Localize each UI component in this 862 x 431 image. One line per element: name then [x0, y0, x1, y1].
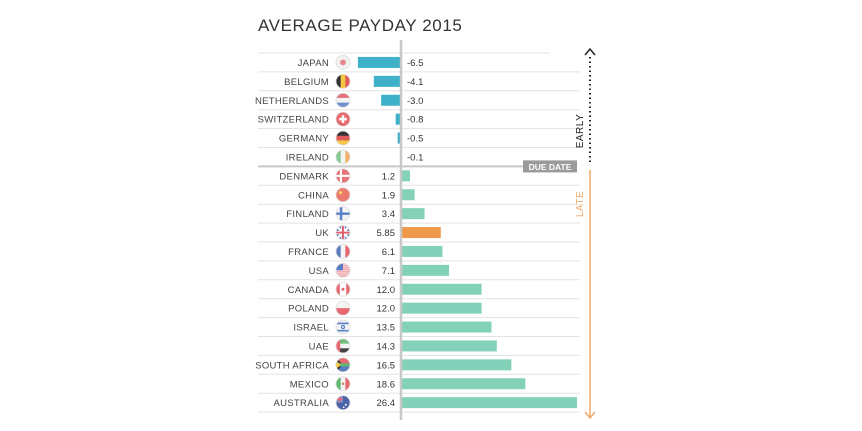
category-label-south-africa: SOUTH AFRICA — [255, 360, 329, 371]
value-label-uae: 14.3 — [377, 341, 396, 352]
germany-flag-icon — [335, 130, 351, 146]
late-label: LATE — [575, 191, 586, 217]
bar-netherlands — [381, 94, 401, 106]
value-label-uk: 5.85 — [377, 228, 396, 239]
category-label-uk: UK — [315, 228, 329, 239]
category-label-australia: AUSTRALIA — [274, 398, 330, 409]
bar-mexico — [402, 378, 526, 390]
belgium-flag-icon — [335, 73, 351, 89]
bar-switzerland — [395, 113, 401, 125]
category-label-usa: USA — [309, 266, 330, 277]
bar-china — [402, 189, 415, 201]
bar-australia — [402, 397, 577, 409]
bar-germany — [397, 132, 401, 144]
bar-uae — [402, 340, 497, 352]
category-label-mexico: MEXICO — [290, 379, 329, 390]
bar-usa — [402, 264, 450, 276]
usa-flag-icon — [335, 262, 351, 278]
value-label-denmark: 1.2 — [382, 171, 395, 182]
poland-flag-icon — [335, 300, 351, 316]
value-label-finland: 3.4 — [382, 209, 395, 220]
category-label-finland: FINLAND — [286, 209, 329, 220]
value-label-china: 1.9 — [382, 190, 395, 201]
category-label-germany: GERMANY — [279, 134, 329, 145]
value-label-australia: 26.4 — [377, 398, 396, 409]
canada-flag-icon — [335, 281, 351, 297]
finland-flag-icon — [335, 206, 351, 222]
category-label-ireland: IRELAND — [286, 152, 329, 163]
value-label-canada: 12.0 — [377, 285, 396, 296]
bar-south-africa — [402, 359, 512, 371]
value-label-usa: 7.1 — [382, 266, 395, 277]
category-label-japan: JAPAN — [298, 58, 329, 69]
category-label-denmark: DENMARK — [279, 171, 329, 182]
value-label-ireland: -0.1 — [407, 152, 423, 163]
early-label: EARLY — [575, 114, 586, 149]
value-label-poland: 12.0 — [377, 304, 396, 315]
ireland-flag-icon — [335, 149, 351, 165]
australia-flag-icon — [335, 395, 351, 411]
bar-belgium — [373, 75, 401, 87]
chart-title: AVERAGE PAYDAY 2015 — [258, 16, 463, 35]
due-date-badge — [523, 160, 577, 173]
value-label-south-africa: 16.5 — [377, 360, 396, 371]
category-label-switzerland: SWITZERLAND — [258, 115, 329, 126]
value-label-israel: 13.5 — [377, 323, 396, 334]
switzerland-flag-icon — [335, 111, 351, 127]
denmark-flag-icon — [335, 168, 351, 184]
bar-france — [402, 245, 443, 257]
bar-finland — [402, 208, 425, 220]
value-label-netherlands: -3.0 — [407, 96, 423, 107]
japan-flag-icon — [335, 55, 351, 70]
category-label-canada: CANADA — [288, 285, 330, 296]
china-flag-icon — [335, 187, 351, 203]
category-label-israel: ISRAEL — [293, 323, 329, 334]
israel-flag-icon — [335, 319, 351, 335]
bar-denmark — [402, 170, 410, 182]
bar-canada — [402, 283, 482, 295]
late-arrow-head — [584, 411, 596, 420]
bar-uk — [402, 227, 441, 239]
value-label-germany: -0.5 — [407, 134, 423, 145]
category-label-belgium: BELGIUM — [284, 77, 329, 88]
value-label-belgium: -4.1 — [407, 77, 423, 88]
uk-flag-icon — [335, 225, 351, 240]
value-label-france: 6.1 — [382, 247, 395, 258]
value-label-japan: -6.5 — [407, 58, 423, 69]
category-label-netherlands: NETHERLANDS — [255, 96, 329, 107]
value-label-mexico: 18.6 — [377, 379, 396, 390]
category-label-uae: UAE — [309, 341, 329, 352]
bar-poland — [402, 302, 482, 314]
due-date-label: DUE DATE — [529, 162, 572, 172]
south-africa-flag-icon — [335, 357, 351, 373]
early-arrow-head — [584, 47, 596, 56]
france-flag-icon — [335, 244, 351, 259]
value-label-switzerland: -0.8 — [407, 115, 423, 126]
category-label-china: CHINA — [298, 190, 329, 201]
bar-israel — [402, 321, 492, 333]
bar-japan — [357, 56, 401, 68]
mexico-flag-icon — [335, 376, 351, 392]
category-label-poland: POLAND — [288, 304, 329, 315]
uae-flag-icon — [335, 338, 351, 354]
netherlands-flag-icon — [335, 92, 351, 108]
category-label-france: FRANCE — [288, 247, 329, 258]
